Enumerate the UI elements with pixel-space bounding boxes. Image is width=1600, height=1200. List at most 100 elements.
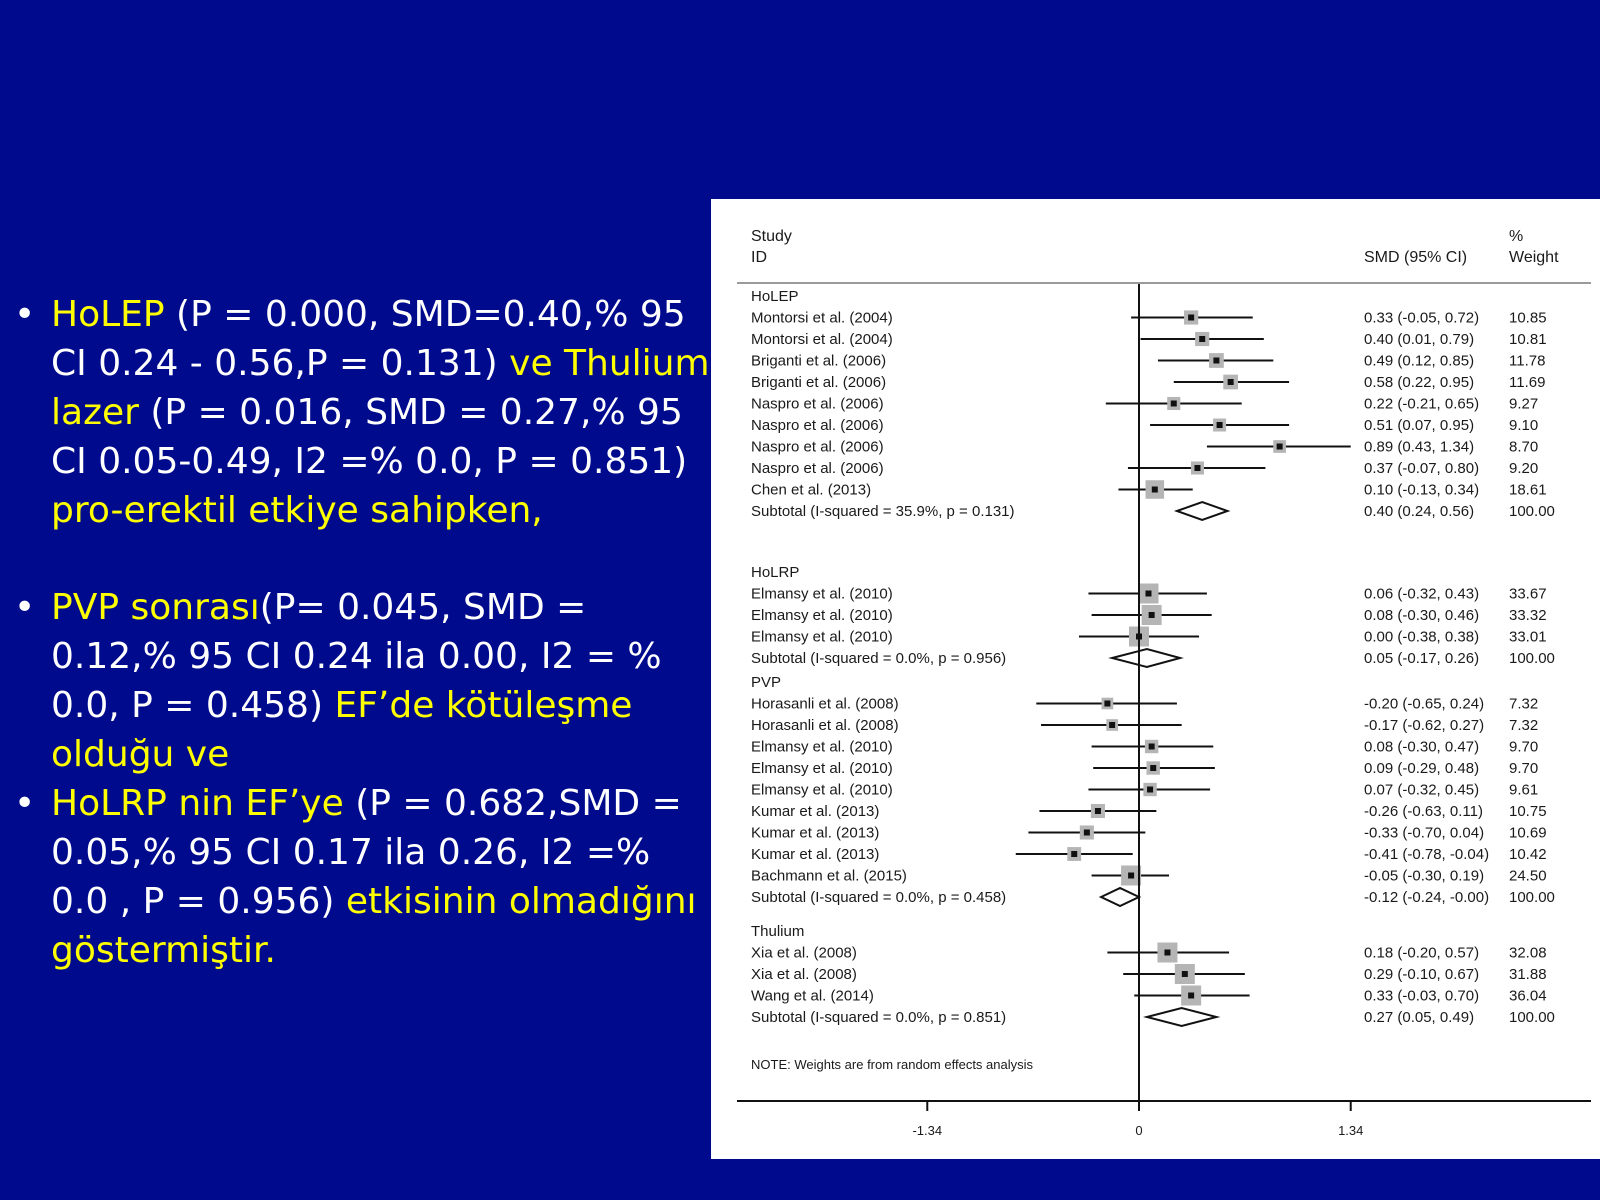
smd-ci-value: -0.26 (-0.63, 0.11) (1364, 803, 1483, 820)
highlight-text: EF’de kötüleşme olduğu ve (51, 685, 633, 775)
x-tick-label: -1.34 (912, 1123, 942, 1138)
study-label: Chen et al. (2013) (751, 482, 871, 499)
point-estimate (1083, 829, 1090, 836)
smd-ci-value: 0.58 (0.22, 0.95) (1364, 374, 1474, 391)
study-label: Kumar et al. (2013) (751, 825, 879, 842)
smd-ci-value: 0.10 (-0.13, 0.34) (1364, 482, 1479, 499)
point-estimate (1227, 379, 1234, 385)
point-estimate (1128, 872, 1135, 879)
weight-value: 8.70 (1509, 439, 1538, 456)
weight-value: 9.20 (1509, 460, 1538, 477)
subtotal-ci-value: -0.12 (-0.24, -0.00) (1364, 889, 1489, 906)
point-estimate (1147, 786, 1154, 793)
study-label: Elmansy et al. (2010) (751, 629, 893, 646)
header-percent: % (1509, 228, 1523, 245)
smd-ci-value: -0.05 (-0.30, 0.19) (1364, 868, 1484, 885)
point-estimate (1213, 357, 1220, 364)
weight-value: 10.75 (1509, 803, 1547, 820)
highlight-text: HoLRP nin EF’ye (51, 783, 344, 824)
weight-value: 11.69 (1509, 374, 1545, 391)
bullet-dot-icon: • (14, 783, 36, 824)
subtotal-diamond (1108, 647, 1184, 669)
highlight-text: HoLEP (51, 294, 165, 335)
smd-ci-value: -0.41 (-0.78, -0.04) (1364, 846, 1489, 863)
subtotal-weight: 100.00 (1509, 1009, 1555, 1026)
weight-value: 31.88 (1509, 966, 1547, 983)
weight-value: 10.85 (1509, 310, 1547, 327)
subtotal-label: Subtotal (I-squared = 35.9%, p = 0.131) (751, 503, 1015, 520)
header-id: ID (751, 249, 767, 266)
study-label: Naspro et al. (2006) (751, 417, 884, 434)
subtotal-label: Subtotal (I-squared = 0.0%, p = 0.851) (751, 1009, 1006, 1026)
highlight-text: ve Thulium lazer (51, 343, 710, 433)
study-label: Montorsi et al. (2004) (751, 331, 893, 348)
bullet-item: • PVP sonrası(P= 0.045, SMD = 0.12,% 95 … (12, 583, 712, 779)
point-estimate (1276, 443, 1283, 450)
header-weight: Weight (1509, 249, 1559, 266)
smd-ci-value: 0.51 (0.07, 0.95) (1364, 417, 1474, 434)
weight-value: 9.27 (1509, 396, 1538, 413)
study-label: Elmansy et al. (2010) (751, 586, 893, 603)
point-estimate (1188, 314, 1195, 321)
subtotal-label: Subtotal (I-squared = 0.0%, p = 0.458) (751, 889, 1006, 906)
smd-ci-value: -0.33 (-0.70, 0.04) (1364, 825, 1484, 842)
study-label: Naspro et al. (2006) (751, 439, 884, 456)
weight-value: 9.70 (1509, 739, 1538, 756)
study-label: Elmansy et al. (2010) (751, 760, 893, 777)
bullet-item: • HoLEP (P = 0.000, SMD=0.40,% 95 CI 0.24… (12, 290, 712, 535)
weight-value: 7.32 (1509, 717, 1538, 734)
bullet-gap (12, 535, 712, 583)
study-label: Naspro et al. (2006) (751, 396, 884, 413)
point-estimate (1170, 400, 1177, 407)
subtotal-ci-value: 0.05 (-0.17, 0.26) (1364, 650, 1479, 667)
study-label: Montorsi et al. (2004) (751, 310, 893, 327)
smd-ci-value: -0.17 (-0.62, 0.27) (1364, 717, 1484, 734)
smd-ci-value: 0.29 (-0.10, 0.67) (1364, 966, 1479, 983)
smd-ci-value: 0.08 (-0.30, 0.47) (1364, 739, 1479, 756)
point-estimate (1216, 422, 1223, 428)
subtotal-diamond (1142, 1006, 1221, 1028)
forest-plot-svg: Study ID SMD (95% CI)% Weight HoLEP Montorsi … (737, 228, 1591, 1138)
point-estimate (1150, 765, 1157, 771)
header-effect: SMD (95% CI) (1364, 249, 1467, 266)
header-study: Study (751, 228, 792, 245)
study-label: Xia et al. (2008) (751, 966, 857, 983)
bullet-dot-icon: • (14, 587, 36, 628)
weight-value: 10.81 (1509, 331, 1547, 348)
weight-value: 18.61 (1509, 482, 1547, 499)
highlight-text: pro-erektil etkiye sahipken, (51, 490, 543, 531)
study-label: Naspro et al. (2006) (751, 460, 884, 477)
point-estimate (1104, 700, 1111, 707)
point-estimate (1181, 971, 1188, 977)
body-text: (P = 0.682,SMD = 0.05,% 95 CI 0.17 ila 0… (51, 783, 682, 922)
weight-value: 9.70 (1509, 760, 1538, 777)
study-label: Xia et al. (2008) (751, 945, 857, 962)
weight-value: 33.67 (1509, 586, 1547, 603)
study-label: Horasanli et al. (2008) (751, 717, 899, 734)
group-label: PVP (751, 674, 781, 691)
point-estimate (1194, 465, 1201, 471)
point-estimate (1164, 949, 1171, 956)
highlight-text: etkisinin olmadığını göstermiştir. (51, 881, 697, 971)
group-label: Thulium (751, 923, 804, 940)
study-label: Briganti et al. (2006) (751, 353, 886, 370)
subtotal-weight: 100.00 (1509, 889, 1555, 906)
smd-ci-value: 0.18 (-0.20, 0.57) (1364, 945, 1479, 962)
weight-value: 9.61 (1509, 782, 1538, 799)
smd-ci-value: -0.20 (-0.65, 0.24) (1364, 696, 1484, 713)
point-estimate (1148, 612, 1155, 618)
bullet-dot-icon: • (14, 294, 36, 335)
smd-ci-value: 0.22 (-0.21, 0.65) (1364, 396, 1479, 413)
smd-ci-value: 0.06 (-0.32, 0.43) (1364, 586, 1479, 603)
weight-value: 33.32 (1509, 607, 1547, 624)
smd-ci-value: 0.33 (-0.03, 0.70) (1364, 988, 1479, 1005)
smd-ci-value: 0.37 (-0.07, 0.80) (1364, 460, 1479, 477)
point-estimate (1145, 590, 1152, 597)
study-label: Elmansy et al. (2010) (751, 607, 893, 624)
subtotal-diamond (1098, 886, 1142, 908)
point-estimate (1148, 743, 1155, 750)
weight-value: 11.78 (1509, 353, 1545, 370)
point-estimate (1094, 808, 1101, 814)
weight-value: 9.10 (1509, 417, 1538, 434)
weight-value: 24.50 (1509, 868, 1547, 885)
